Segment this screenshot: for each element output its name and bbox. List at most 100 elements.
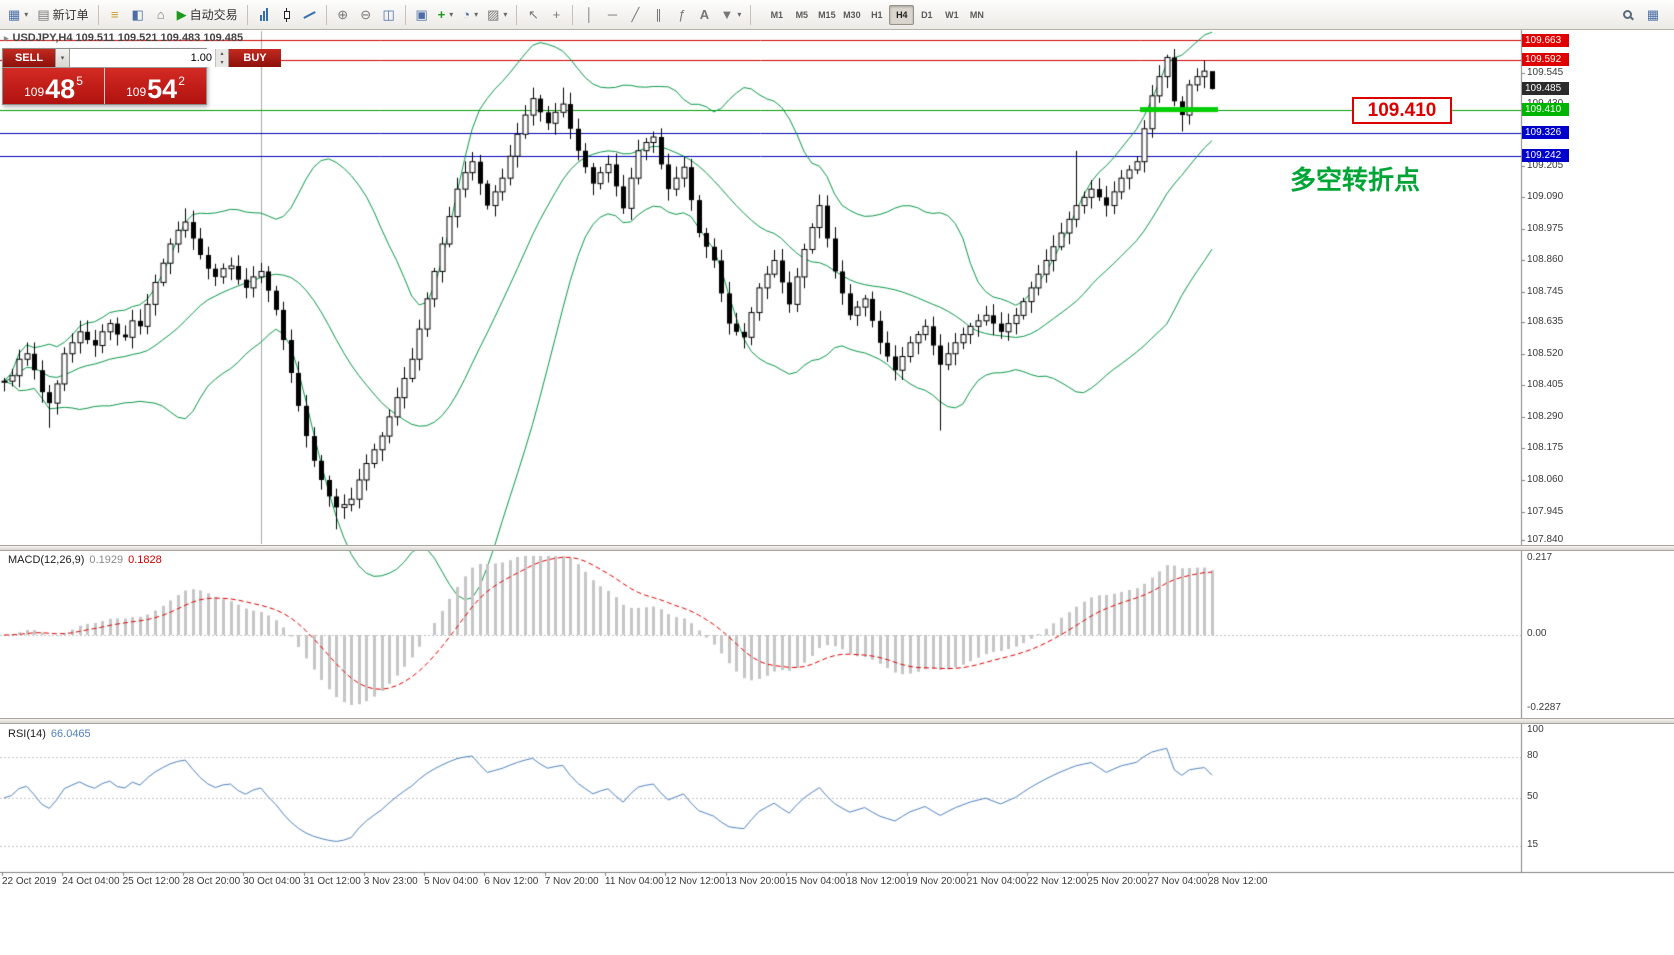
fibonacci-button[interactable]: ƒ: [670, 3, 692, 27]
rsi-scale-15: 15: [1527, 839, 1539, 850]
symbol-header: ▸ USDJPY,H4 109.511 109.521 109.483 109.…: [4, 32, 243, 44]
new-order-button[interactable]: ▤ 新订单: [33, 3, 92, 27]
toolbar-separator: [750, 4, 752, 25]
price-tick: 108.975: [1527, 222, 1564, 234]
turning-point-annotation[interactable]: 多空转折点: [1290, 165, 1421, 195]
symbol-ohlc-text: USDJPY,H4 109.511 109.521 109.483 109.48…: [12, 32, 244, 44]
navigator-icon: ⌂: [156, 7, 165, 22]
macd-scale-bottom: -0.2287: [1527, 702, 1561, 713]
indicators-button[interactable]: + ▾: [434, 3, 458, 27]
timeframe-m30[interactable]: M30: [839, 5, 864, 25]
buy-button[interactable]: BUY: [229, 49, 281, 67]
chevron-down-icon: ▾: [60, 55, 65, 62]
sell-price-button[interactable]: 109 48 5: [3, 68, 105, 104]
timeframe-m1[interactable]: M1: [764, 5, 789, 25]
timeframe-mn[interactable]: MN: [964, 5, 989, 25]
bar-chart-icon: [259, 8, 268, 21]
price-tick: 109.545: [1527, 66, 1564, 78]
autotrading-button[interactable]: ▶ 自动交易: [173, 3, 242, 27]
volume-input[interactable]: [70, 49, 215, 67]
candle-chart-icon: [283, 7, 290, 22]
timeframe-m15[interactable]: M15: [814, 5, 839, 25]
zoom-out-button[interactable]: ⊖: [355, 3, 377, 27]
time-label: 11 Nov 04:00: [605, 876, 664, 887]
tile-windows-button[interactable]: ◫: [378, 3, 400, 27]
search-button[interactable]: [1616, 3, 1638, 27]
toolbar-separator: [516, 4, 518, 25]
price-tick: 108.860: [1527, 254, 1564, 266]
rsi-scale-80: 80: [1527, 750, 1539, 761]
price-tick: 108.520: [1527, 347, 1564, 359]
line-chart-icon: [303, 10, 316, 19]
one-click-collapse-icon[interactable]: ▸: [4, 32, 9, 43]
timeframe-h1[interactable]: H1: [864, 5, 889, 25]
volume-increase-button[interactable]: ▴: [216, 49, 228, 58]
price-tick: 109.090: [1527, 191, 1564, 203]
timeframe-m5[interactable]: M5: [789, 5, 814, 25]
navigator-button[interactable]: ⌂: [150, 3, 172, 27]
templates-button[interactable]: ▨ ▾: [483, 3, 511, 27]
time-label: 13 Nov 20:00: [725, 876, 786, 887]
time-label: 19 Nov 20:00: [906, 876, 967, 887]
text-tool-button[interactable]: A: [693, 3, 715, 27]
time-label: 31 Oct 12:00: [303, 876, 361, 887]
zoom-in-icon: ⊕: [337, 7, 349, 22]
price-level-annotation-box[interactable]: 109.410: [1352, 97, 1452, 124]
price-tick: 107.945: [1527, 505, 1564, 517]
sell-price-int: 109: [24, 85, 45, 99]
price-tick: 108.745: [1527, 286, 1564, 298]
cursor-button[interactable]: ↖: [522, 3, 544, 27]
macd-main-value: 0.1929: [89, 554, 124, 566]
toolbar-separator: [246, 4, 248, 25]
vertical-line-button[interactable]: │: [578, 3, 600, 27]
price-tick: 108.060: [1527, 473, 1564, 485]
price-tag-109.592: 109.592: [1522, 53, 1569, 67]
zoom-out-icon: ⊖: [360, 7, 372, 22]
one-click-trading-panel: SELL ▾ ▴ ▾ BUY 109 48 5 109 54 2: [2, 48, 281, 105]
macd-panel-splitter[interactable]: [0, 545, 1674, 551]
data-window-button[interactable]: ◧: [127, 3, 149, 27]
macd-signal-value: 0.1828: [128, 554, 162, 566]
periods-icon: ◔: [462, 7, 471, 22]
time-label: 15 Nov 04:00: [785, 876, 846, 887]
buy-price-button[interactable]: 109 54 2: [105, 68, 206, 104]
timeframe-w1[interactable]: W1: [939, 5, 964, 25]
volume-decrease-button[interactable]: ▾: [216, 58, 228, 67]
time-label: 22 Nov 12:00: [1027, 876, 1087, 887]
bar-chart-button[interactable]: [253, 3, 275, 27]
autotrading-label: 自动交易: [189, 8, 238, 22]
candle-chart-button[interactable]: [276, 3, 298, 27]
tile-windows-icon: ◫: [382, 7, 395, 22]
line-chart-button[interactable]: [299, 3, 321, 27]
channel-button[interactable]: ∥: [647, 3, 669, 27]
chart-window-button[interactable]: ▦: [1642, 3, 1664, 27]
sell-button[interactable]: SELL: [3, 49, 55, 67]
zoom-in-button[interactable]: ⊕: [332, 3, 354, 27]
new-order-label: 新订单: [52, 8, 89, 22]
timeframe-h4[interactable]: H4: [889, 4, 915, 25]
periods-button[interactable]: ◔ ▾: [458, 3, 482, 27]
chevron-down-icon: ▾: [737, 10, 742, 19]
time-label: 18 Nov 12:00: [846, 876, 906, 887]
new-order-icon: ▤: [37, 7, 50, 22]
time-label: 22 Oct 2019: [2, 876, 57, 887]
price-tick: 108.635: [1527, 316, 1564, 328]
timeframe-d1[interactable]: D1: [914, 5, 939, 25]
crosshair-button[interactable]: +: [545, 3, 567, 27]
time-label: 25 Oct 12:00: [122, 876, 180, 887]
sell-price-sup: 5: [76, 74, 83, 88]
autotrading-icon: ▶: [176, 7, 187, 22]
arrows-tool-button[interactable]: ▼ ▾: [716, 3, 745, 27]
horizontal-line-button[interactable]: ─: [601, 3, 623, 27]
rsi-panel-splitter[interactable]: [0, 718, 1674, 724]
price-tag-109.242: 109.242: [1522, 149, 1569, 163]
arrange-windows-button[interactable]: ▣: [411, 3, 433, 27]
market-watch-button[interactable]: ≡: [104, 3, 126, 27]
toolbar-right-group: ▦: [1616, 3, 1670, 27]
volume-dropdown-button[interactable]: ▾: [55, 49, 70, 67]
chevron-down-icon: ▾: [449, 10, 454, 19]
trendline-button[interactable]: ╱: [624, 3, 646, 27]
new-chart-button[interactable]: ▦ ▾: [4, 3, 32, 27]
